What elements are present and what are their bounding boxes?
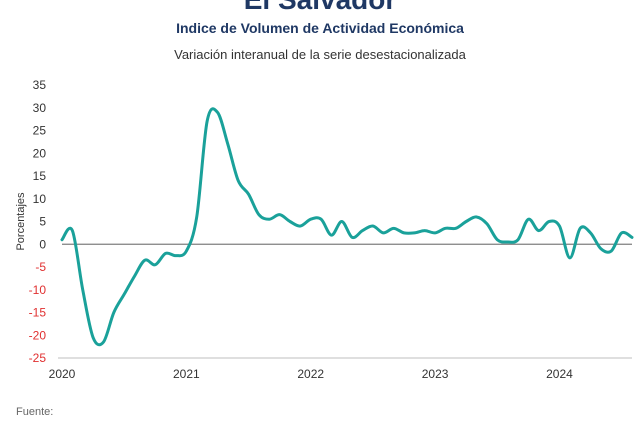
y-tick-label: -20 bbox=[29, 328, 47, 342]
chart-title: El Salvador bbox=[0, 0, 640, 14]
y-tick-label: 35 bbox=[33, 78, 47, 92]
chart-subtitle: Indice de Volumen de Actividad Económica bbox=[176, 20, 464, 36]
x-axis-ticks: 2020 2021 2022 2023 2024 bbox=[49, 367, 573, 381]
x-tick-label: 2020 bbox=[49, 367, 76, 381]
x-tick-label: 2022 bbox=[297, 367, 324, 381]
y-tick-label: -25 bbox=[29, 351, 47, 365]
y-tick-label: 30 bbox=[33, 101, 47, 115]
y-tick-label: 0 bbox=[39, 237, 46, 251]
y-tick-label: -10 bbox=[29, 283, 47, 297]
y-tick-label: 15 bbox=[33, 169, 47, 183]
y-tick-label: 10 bbox=[33, 192, 47, 206]
x-tick-label: 2024 bbox=[546, 367, 573, 381]
series-line bbox=[60, 107, 634, 347]
y-tick-label: -15 bbox=[29, 306, 47, 320]
y-tick-label: 25 bbox=[33, 124, 47, 138]
chart-subtitle-secondary: Variación interanual de la serie desesta… bbox=[174, 47, 466, 62]
y-axis-label: Porcentajes bbox=[15, 192, 27, 251]
source-label: Fuente: bbox=[16, 406, 54, 418]
y-tick-label: 20 bbox=[33, 146, 47, 160]
y-tick-label: 5 bbox=[39, 215, 46, 229]
x-tick-label: 2021 bbox=[173, 367, 200, 381]
y-axis-ticks: 35 30 25 20 15 10 5 0 -5 -10 -15 -20 -25 bbox=[29, 78, 47, 365]
y-tick-label: -5 bbox=[35, 260, 46, 274]
x-tick-label: 2023 bbox=[422, 367, 449, 381]
